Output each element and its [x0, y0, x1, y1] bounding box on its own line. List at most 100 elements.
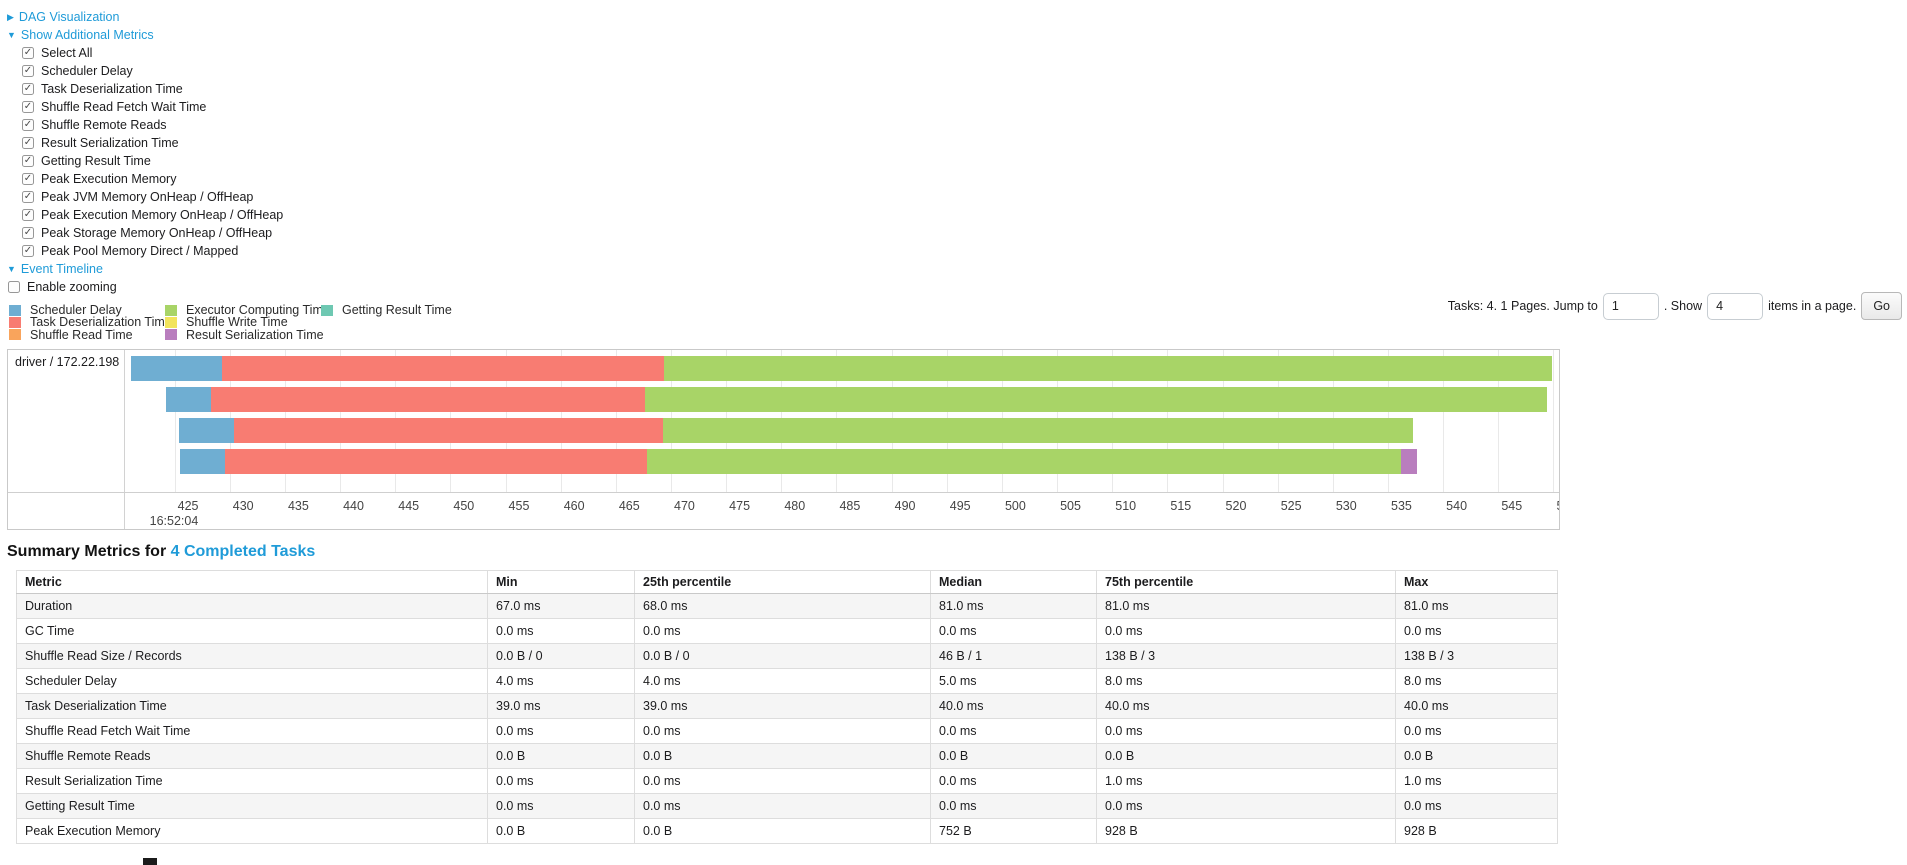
timeline-legend: Scheduler Delay Task Deserialization Time…: [0, 303, 1907, 342]
metric-value-cell: 928 B: [1096, 818, 1396, 844]
legend-color-swatch-icon: [9, 304, 21, 316]
legend-label: Result Serialization Time: [186, 327, 324, 342]
metric-checkbox-row[interactable]: Shuffle Remote Reads: [0, 116, 1907, 134]
triangle-right-icon: ▶: [7, 11, 14, 22]
metric-checkbox-row[interactable]: Peak Storage Memory OnHeap / OffHeap: [0, 224, 1907, 242]
metric-value-cell: 0.0 ms: [634, 793, 931, 819]
go-button[interactable]: Go: [1861, 292, 1902, 320]
timeline-tick-label: 490: [894, 499, 916, 513]
metric-value-cell: 138 B / 3: [1395, 643, 1558, 669]
metric-value-cell: 81.0 ms: [930, 593, 1097, 619]
checkbox-icon[interactable]: [22, 227, 34, 239]
metric-checkbox-row[interactable]: Peak Execution Memory OnHeap / OffHeap: [0, 206, 1907, 224]
timeline-tick-label: 525: [1280, 499, 1302, 513]
timeline-tick-label: 460: [563, 499, 585, 513]
timeline-task-segment[interactable]: [663, 418, 1414, 443]
section-label: DAG Visualization: [18, 10, 120, 24]
checkbox-icon[interactable]: [22, 65, 34, 77]
checkbox-icon[interactable]: [22, 83, 34, 95]
summary-column-header: 75th percentile: [1096, 570, 1396, 594]
timeline-time-label: 16:52:04: [149, 514, 199, 528]
timeline-task-segment[interactable]: [646, 449, 1402, 474]
metric-checkbox-row[interactable]: Scheduler Delay: [0, 62, 1907, 80]
section-label: Event Timeline: [20, 262, 103, 276]
timeline-task-segment[interactable]: [211, 387, 645, 412]
metric-value-cell: 0.0 B: [634, 818, 931, 844]
section-label: Show Additional Metrics: [20, 28, 154, 42]
timeline-tick-label: 515: [1170, 499, 1192, 513]
metric-checkbox-label: Result Serialization Time: [41, 136, 179, 150]
timeline-tick-label: 435: [287, 499, 309, 513]
metric-checkbox-row[interactable]: Peak Pool Memory Direct / Mapped: [0, 242, 1907, 260]
checkbox-icon[interactable]: [22, 119, 34, 131]
timeline-gridline: [174, 350, 176, 492]
metric-checkbox-row[interactable]: Peak Execution Memory: [0, 170, 1907, 188]
metric-checkbox-row[interactable]: Getting Result Time: [0, 152, 1907, 170]
metric-checkbox-label: Shuffle Read Fetch Wait Time: [41, 100, 207, 114]
legend-color-swatch-icon: [165, 304, 177, 316]
pagination-suffix-text: items in a page.: [1768, 299, 1857, 313]
metric-value-cell: 0.0 ms: [1096, 718, 1396, 744]
legend-item: Executor Computing Time: [165, 303, 330, 317]
metric-value-cell: 0.0 ms: [930, 793, 1097, 819]
metric-value-cell: 1.0 ms: [1395, 768, 1558, 794]
metric-checkbox-row[interactable]: Task Deserialization Time: [0, 80, 1907, 98]
metric-value-cell: 0.0 ms: [1395, 718, 1558, 744]
checkbox-icon[interactable]: [8, 281, 20, 293]
metric-value-cell: 752 B: [930, 818, 1097, 844]
table-row: Result Serialization Time 0.0 ms 0.0 ms 0.0…: [16, 768, 1558, 794]
timeline-tick-label: 545: [1501, 499, 1523, 513]
table-row: GC Time 0.0 ms 0.0 ms 0.0 ms 0.0 ms 0.0 ms: [16, 618, 1558, 644]
checkbox-icon[interactable]: [22, 209, 34, 221]
executor-group-label: driver / 172.22.198.104: [15, 355, 120, 369]
timeline-task-segment[interactable]: [664, 356, 1553, 381]
section-toggle-show-additional-metrics[interactable]: ▼ Show Additional Metrics: [0, 26, 1907, 44]
metric-name-cell: Shuffle Read Size / Records: [16, 643, 488, 669]
timeline-task-segment[interactable]: [180, 449, 226, 474]
timeline-task-segment[interactable]: [165, 387, 212, 412]
checkbox-icon[interactable]: [22, 245, 34, 257]
metric-checkbox-row[interactable]: Shuffle Read Fetch Wait Time: [0, 98, 1907, 116]
timeline-task-segment[interactable]: [644, 387, 1547, 412]
legend-color-swatch-icon: [321, 304, 333, 316]
metric-checkbox-row[interactable]: Select All: [0, 44, 1907, 62]
table-row: Peak Execution Memory 0.0 B 0.0 B 752 B 928 …: [16, 818, 1558, 844]
checkbox-icon[interactable]: [22, 47, 34, 59]
metric-checkbox-row[interactable]: Result Serialization Time: [0, 134, 1907, 152]
timeline-task-segment[interactable]: [234, 418, 664, 443]
checkbox-icon[interactable]: [22, 101, 34, 113]
metric-name-cell: Peak Execution Memory: [16, 818, 488, 844]
checkbox-icon[interactable]: [22, 155, 34, 167]
checkbox-icon[interactable]: [22, 191, 34, 203]
items-per-page-input[interactable]: [1707, 292, 1764, 320]
metric-value-cell: 4.0 ms: [487, 668, 635, 694]
section-toggle-dag-visualization[interactable]: ▶ DAG Visualization: [0, 8, 1907, 26]
timeline-tick-label: 485: [839, 499, 861, 513]
metric-value-cell: 0.0 ms: [487, 618, 635, 644]
timeline-task-segment[interactable]: [130, 356, 223, 381]
jump-to-page-input[interactable]: [1602, 292, 1659, 320]
timeline-task-segment[interactable]: [1401, 449, 1417, 474]
legend-column: Executor Computing Time Shuffle Write Tim…: [165, 303, 330, 342]
timeline-task-segment[interactable]: [179, 418, 235, 443]
checkbox-icon[interactable]: [22, 137, 34, 149]
completed-tasks-link[interactable]: 4 Completed Tasks: [170, 543, 316, 560]
metric-value-cell: 68.0 ms: [634, 593, 931, 619]
metric-value-cell: 0.0 ms: [487, 718, 635, 744]
section-toggle-event-timeline[interactable]: ▼ Event Timeline: [0, 260, 1907, 278]
metric-value-cell: 0.0 B / 0: [487, 643, 635, 669]
metric-checkbox-label: Shuffle Remote Reads: [41, 118, 167, 132]
timeline-task-segment[interactable]: [225, 449, 647, 474]
timeline-tick-label: 520: [1225, 499, 1247, 513]
timeline-tick-label: 530: [1335, 499, 1357, 513]
legend-item: Result Serialization Time: [165, 327, 324, 342]
timeline-plot: 425 430 435 440 445 450 455 460 465 470 475 480 485 4…: [125, 350, 1559, 529]
timeline-task-segment[interactable]: [222, 356, 665, 381]
metric-checkbox-row[interactable]: Peak JVM Memory OnHeap / OffHeap: [0, 188, 1907, 206]
checkbox-icon[interactable]: [22, 173, 34, 185]
summary-column-header: Metric: [16, 570, 488, 594]
enable-zooming-row[interactable]: Enable zooming: [0, 278, 1907, 296]
metric-name-cell: GC Time: [16, 618, 488, 644]
event-timeline-chart: driver / 172.22.198.104 4254304354404454…: [7, 349, 1560, 530]
legend-item: Shuffle Write Time: [165, 315, 321, 329]
